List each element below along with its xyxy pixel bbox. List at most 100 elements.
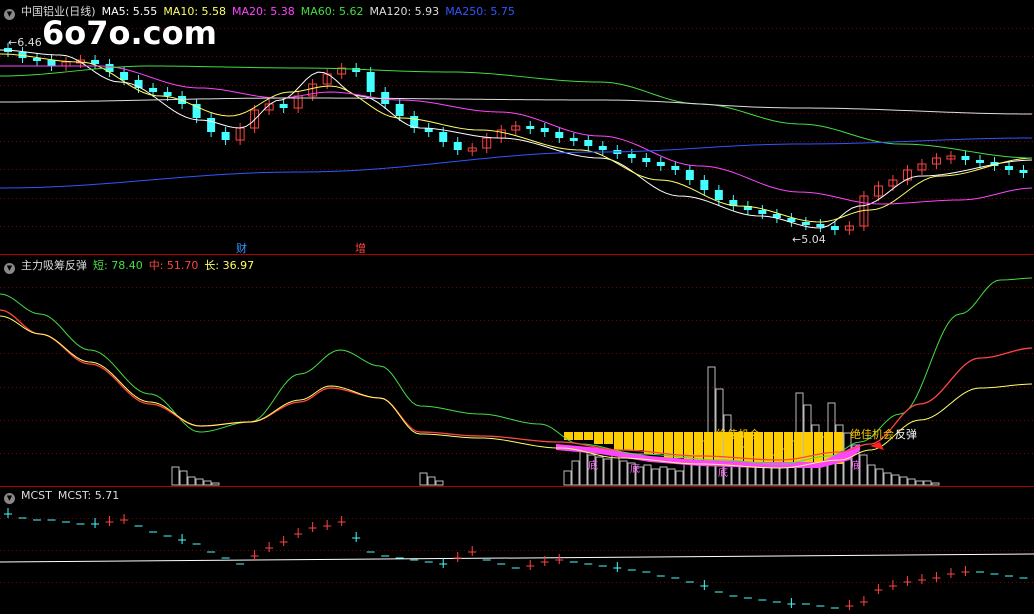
candle-body	[714, 190, 723, 200]
accumulation-block	[674, 432, 683, 458]
volume-bar	[603, 458, 612, 486]
candle-body	[149, 88, 158, 92]
volume-bar	[659, 466, 668, 486]
accumulation-block	[804, 432, 813, 464]
candle-body	[250, 109, 260, 129]
accumulation-block	[654, 432, 663, 454]
signal-arrow	[870, 442, 884, 450]
watermark: 6o7o.com	[42, 14, 217, 52]
best-chance-label-2: 绝佳机会	[850, 428, 894, 441]
price-chart[interactable]	[0, 0, 1034, 254]
bottom-label: 底	[630, 464, 640, 475]
volume-bar	[427, 476, 436, 486]
panel-divider[interactable]	[0, 486, 1034, 487]
volume-bar	[211, 482, 220, 486]
mcst-panel-header: ▼ MCST MCST: 5.71	[4, 489, 125, 504]
accumulation-block	[814, 432, 823, 464]
accumulation-block	[664, 432, 673, 458]
price-panel[interactable]: ▼ 中国铝业(日线) MA5: 5.55 MA10: 5.58 MA20: 5.38 MA…	[0, 0, 1034, 255]
mcst-value: MCST: 5.71	[57, 489, 120, 502]
volume-bar	[635, 466, 644, 486]
volume-bar	[627, 462, 636, 486]
ma5-line	[0, 49, 1033, 229]
candle-body	[178, 96, 187, 104]
candle-body	[33, 58, 42, 61]
accumulation-block	[644, 432, 653, 454]
indicator-panel[interactable]: ▼ 主力吸筹反弹 短: 78.40 中: 51.70 长: 36.97 绝佳机会 绝佳机…	[0, 254, 1034, 486]
marker-increase[interactable]: 增	[355, 242, 366, 255]
volume-bar	[571, 460, 580, 486]
mcst-panel[interactable]: ▼ MCST MCST: 5.71	[0, 486, 1034, 614]
volume-bar	[851, 444, 860, 486]
long-line	[0, 315, 1033, 469]
volume-bar	[907, 478, 916, 486]
accumulation-block	[584, 432, 593, 440]
volume-bar	[619, 460, 628, 486]
candle-body	[120, 72, 129, 80]
volume-bar	[595, 456, 604, 486]
volume-bar	[915, 480, 924, 486]
ma60-line	[0, 65, 1033, 159]
accumulation-band	[556, 444, 860, 468]
marker-finance[interactable]: 财	[236, 242, 247, 255]
volume-bar	[883, 472, 892, 486]
accumulation-block	[694, 432, 703, 460]
accumulation-block	[794, 432, 803, 464]
panel-menu-icon[interactable]: ▼	[4, 263, 15, 274]
candle-body	[134, 80, 143, 88]
candle-body	[526, 126, 535, 129]
candle-body	[482, 137, 492, 149]
indicator-legend-item: 短: 78.40	[93, 259, 143, 272]
candle-body	[207, 118, 216, 132]
volume-bar	[563, 470, 572, 486]
accumulation-block	[774, 432, 783, 464]
panel-menu-icon[interactable]: ▼	[4, 9, 15, 20]
volume-bar	[611, 454, 620, 486]
candle-body	[931, 157, 941, 165]
candle-body	[656, 162, 665, 166]
candle-body	[830, 226, 839, 230]
accumulation-block	[564, 432, 573, 440]
volume-bar	[419, 472, 428, 486]
candle-body	[888, 179, 898, 187]
volume-bar	[891, 474, 900, 486]
candle-body	[395, 104, 404, 116]
indicator-chart[interactable]	[0, 254, 1034, 486]
volume-bar	[187, 476, 196, 486]
volume-bar	[587, 454, 596, 486]
volume-bar	[203, 480, 212, 486]
low-price-value: 5.04	[801, 233, 826, 246]
panel-menu-icon[interactable]: ▼	[4, 493, 15, 504]
volume-bar	[195, 478, 204, 486]
accumulation-block	[764, 432, 773, 464]
indicator-legend-item: 长: 36.97	[204, 259, 255, 272]
high-price-value: 6.46	[17, 36, 42, 49]
indicator-title: 主力吸筹反弹	[21, 259, 87, 272]
candle-body	[772, 214, 781, 218]
short-line	[0, 277, 1033, 465]
indicator-legend-item: 中: 51.70	[148, 259, 199, 272]
stock-title: 中国铝业(日线)	[21, 5, 96, 18]
candle-body	[91, 60, 100, 64]
accumulation-block	[744, 432, 753, 464]
volume-bar	[867, 464, 876, 486]
volume-bar	[875, 468, 884, 486]
mcst-chart[interactable]	[0, 486, 1034, 614]
bottom-label: 底	[851, 461, 861, 472]
candle-body	[584, 140, 593, 146]
volume-bar	[579, 450, 588, 486]
high-price-label: ←6.46	[8, 36, 42, 49]
candle-body	[540, 128, 549, 132]
volume-bar	[651, 468, 660, 486]
ma250-line	[0, 137, 1033, 189]
candle-body	[467, 147, 477, 152]
candle-body	[975, 160, 984, 163]
candle-body	[961, 156, 970, 160]
panel-divider[interactable]	[0, 254, 1034, 255]
candle-body	[308, 83, 318, 97]
volume-bar	[923, 480, 932, 486]
volume-bar	[179, 470, 188, 486]
candle-body	[366, 72, 375, 92]
accumulation-block	[574, 432, 583, 440]
candle-body	[642, 158, 651, 162]
